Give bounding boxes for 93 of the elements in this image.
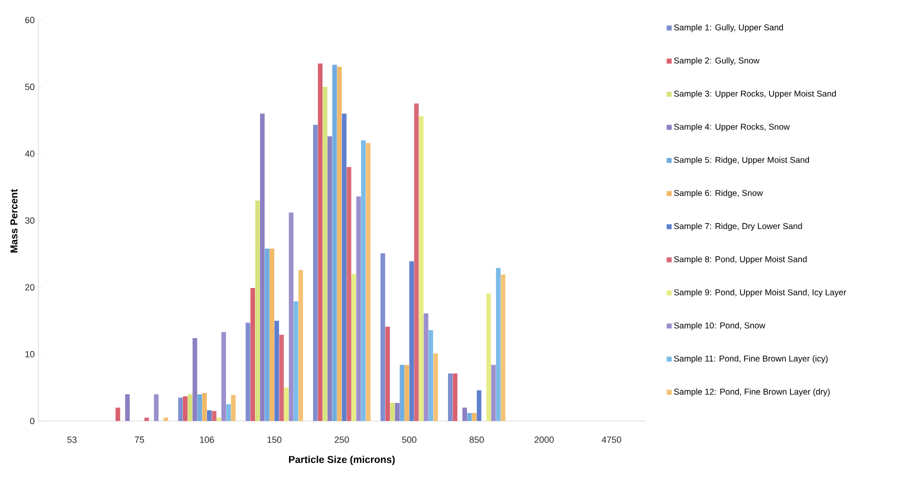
bar — [230, 394, 236, 421]
bar — [270, 248, 274, 421]
bar — [206, 410, 212, 421]
bar — [274, 320, 280, 421]
y-tick-label: 0 — [30, 418, 34, 424]
bar — [212, 410, 216, 421]
bar — [491, 364, 496, 421]
bar — [452, 374, 458, 421]
x-tick-label: 2000 — [534, 436, 554, 443]
bar — [366, 142, 370, 421]
legend-label: Sample 12: Pond, Fine Brown Layer (dry) — [674, 388, 830, 396]
bar — [414, 104, 419, 421]
bar — [351, 274, 356, 421]
bar — [322, 86, 328, 421]
bar — [404, 364, 410, 421]
x-tick-label: 250 — [334, 436, 349, 443]
bar — [448, 374, 453, 421]
bar — [361, 140, 366, 421]
bar — [476, 390, 482, 421]
bar — [390, 402, 395, 421]
bar — [226, 404, 231, 421]
bar — [327, 136, 332, 421]
bar — [500, 274, 506, 421]
y-tick-label: 60 — [25, 16, 34, 24]
bar — [260, 114, 265, 421]
legend-label: Sample 10: Pond, Snow — [674, 322, 766, 330]
bar — [288, 212, 294, 421]
legend-label: Sample 1: Gully, Upper Sand — [674, 24, 783, 32]
bar — [486, 293, 491, 421]
bar — [356, 196, 361, 421]
bar — [424, 313, 428, 421]
bar — [318, 63, 322, 421]
bar — [313, 124, 318, 421]
bar — [298, 270, 304, 421]
bar — [394, 402, 400, 421]
x-tick-label: 106 — [200, 436, 214, 443]
bar — [409, 261, 414, 421]
legend-label: Sample 5: Ridge, Upper Moist Sand — [674, 156, 809, 165]
bar — [496, 268, 501, 421]
legend-label: Sample 4: Upper Rocks, Snow — [674, 124, 790, 132]
x-axis-title: Particle Size (microns) — [289, 456, 395, 465]
bar — [284, 388, 289, 421]
bar — [216, 418, 222, 421]
bar — [144, 418, 149, 421]
x-tick-label: 500 — [402, 436, 416, 443]
bar — [264, 248, 270, 421]
bar — [342, 114, 346, 421]
bar — [332, 64, 337, 421]
bar — [178, 398, 183, 421]
bar — [197, 394, 202, 421]
y-tick-label: 20 — [25, 284, 34, 291]
bar — [255, 200, 260, 421]
x-tick-label: 53 — [67, 436, 77, 443]
bar — [192, 338, 198, 421]
bar — [346, 167, 352, 421]
bar — [294, 301, 298, 421]
y-axis-title: Mass Percent — [10, 189, 18, 252]
bar — [188, 394, 192, 421]
bar — [250, 288, 256, 421]
x-tick-label: 150 — [268, 436, 282, 443]
x-tick-label: 850 — [470, 436, 484, 443]
bar — [182, 396, 188, 421]
bar — [462, 408, 467, 421]
x-tick-label: 75 — [134, 436, 144, 443]
x-tick-label: 4750 — [602, 436, 622, 443]
bar — [116, 408, 120, 421]
y-tick-label: 40 — [24, 150, 34, 157]
legend-label: Sample 8: Pond, Upper Moist Sand — [674, 256, 807, 264]
bar — [433, 353, 438, 421]
legend-label: Sample 9: Pond, Upper Moist Sand, Icy Layer — [674, 289, 846, 297]
bar — [418, 116, 424, 421]
y-tick-label: 10 — [25, 350, 34, 358]
bar — [125, 394, 130, 421]
legend-label: Sample 3: Upper Rocks, Upper Moist Sand — [674, 90, 836, 98]
legend-label: Sample 7: Ridge, Dry Lower Sand — [674, 222, 802, 231]
bar — [385, 326, 390, 421]
bar — [400, 364, 404, 421]
bar — [428, 330, 434, 421]
bar — [164, 418, 168, 421]
bar — [221, 332, 226, 421]
legend-label: Sample 11: Pond, Fine Brown Layer (icy) — [674, 355, 828, 364]
bar — [380, 253, 386, 421]
bar — [202, 392, 207, 421]
y-tick-label: 30 — [25, 217, 34, 224]
bar — [337, 66, 342, 421]
bar — [279, 334, 284, 421]
bar — [154, 394, 159, 421]
legend-label: Sample 6: Ridge, Snow — [674, 190, 763, 198]
legend-label: Sample 2: Gully, Snow — [674, 57, 760, 66]
bar — [467, 412, 472, 421]
bar — [472, 412, 477, 421]
y-tick-label: 50 — [25, 84, 34, 90]
bar — [246, 322, 250, 421]
